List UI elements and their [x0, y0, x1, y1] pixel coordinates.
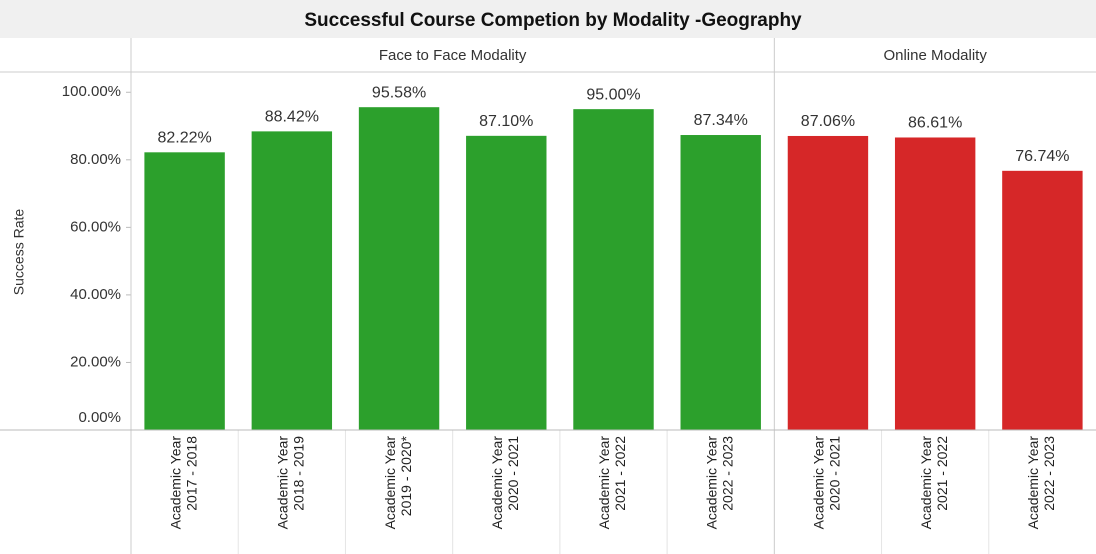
- y-tick-label: 40.00%: [70, 286, 121, 303]
- x-tick-label: Academic Year: [489, 436, 505, 530]
- x-tick-label: 2022 - 2023: [719, 436, 735, 511]
- bar: [680, 135, 761, 430]
- bar: [466, 135, 547, 430]
- y-tick-label: 100.00%: [62, 83, 121, 100]
- value-label: 87.06%: [801, 113, 855, 130]
- value-label: 88.42%: [265, 109, 319, 126]
- x-tick-label: Academic Year: [1025, 436, 1041, 530]
- panel-header: Online Modality: [883, 47, 987, 64]
- bar: [144, 152, 225, 430]
- x-tick-label: 2019 - 2020*: [398, 435, 414, 516]
- title-bar: [0, 0, 1096, 38]
- y-tick-label: 20.00%: [70, 353, 121, 370]
- value-label: 95.00%: [586, 86, 640, 103]
- y-tick-label: 0.00%: [78, 409, 121, 426]
- bar: [894, 137, 976, 430]
- x-tick-label: Academic Year: [382, 436, 398, 530]
- x-tick-label: 2018 - 2019: [291, 436, 307, 511]
- x-tick-label: 2021 - 2022: [934, 436, 950, 511]
- chart-title: Successful Course Competion by Modality …: [304, 10, 802, 31]
- panel-header: Face to Face Modality: [379, 47, 527, 64]
- x-tick-label: 2020 - 2021: [505, 436, 521, 511]
- bar: [1002, 170, 1083, 430]
- bar: [573, 109, 654, 430]
- x-tick-label: 2022 - 2023: [1041, 436, 1057, 511]
- x-tick-label: Academic Year: [811, 436, 827, 530]
- bar: [787, 135, 869, 430]
- y-tick-label: 80.00%: [70, 151, 121, 168]
- x-tick-label: Academic Year: [167, 436, 183, 530]
- y-axis-label: Success Rate: [11, 209, 27, 296]
- bar: [251, 131, 333, 430]
- x-tick-label: 2021 - 2022: [612, 436, 628, 511]
- value-label: 95.58%: [372, 84, 426, 101]
- x-tick-label: Academic Year: [596, 436, 612, 530]
- x-tick-label: Academic Year: [703, 436, 719, 530]
- value-label: 82.22%: [157, 130, 211, 147]
- x-tick-label: Academic Year: [275, 436, 291, 530]
- x-tick-label: Academic Year: [918, 436, 934, 530]
- value-label: 87.34%: [694, 112, 748, 129]
- value-label: 76.74%: [1015, 148, 1069, 165]
- bar: [358, 107, 440, 430]
- x-tick-label: 2020 - 2021: [827, 436, 843, 511]
- value-label: 87.10%: [479, 113, 533, 130]
- value-label: 86.61%: [908, 115, 962, 132]
- y-tick-label: 60.00%: [70, 218, 121, 235]
- x-tick-label: 2017 - 2018: [183, 436, 199, 511]
